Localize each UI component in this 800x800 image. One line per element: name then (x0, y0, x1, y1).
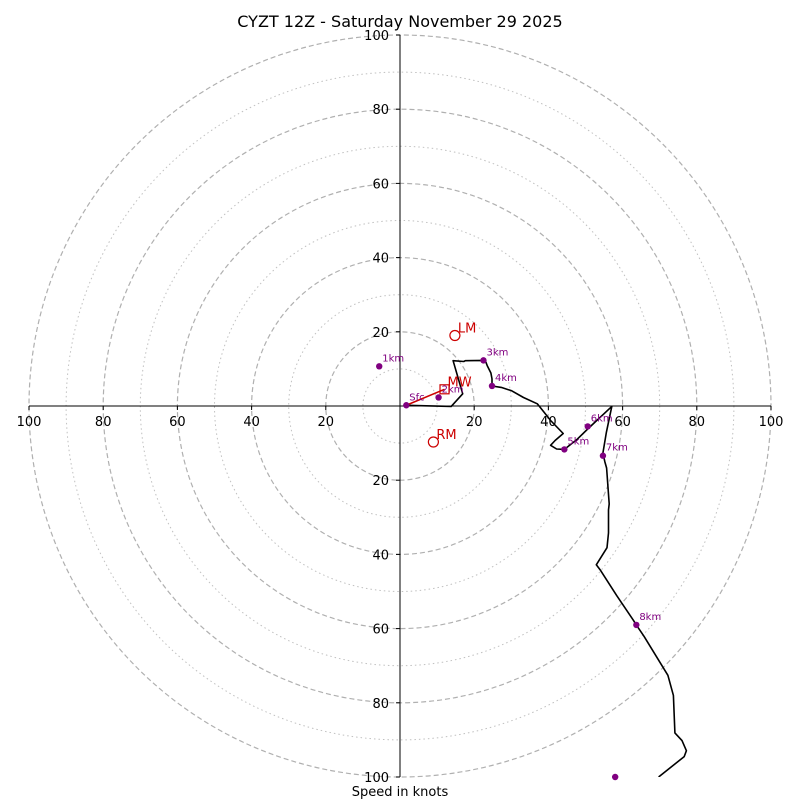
height-marker-label: 5km (567, 436, 589, 447)
x-tick-label: 80 (95, 415, 112, 430)
y-tick-label: 100 (364, 29, 389, 44)
tick-labels: 100 100 80 80 60 60 40 40 20 20 20 20 40 40 60 60 80 80 10… (17, 29, 784, 786)
x-tick-label: 40 (540, 415, 557, 430)
height-marker-point (376, 363, 383, 370)
storm-motion-marker (427, 436, 439, 448)
height-marker-label: 8km (639, 612, 661, 623)
storm-motion-marker (449, 329, 461, 342)
height-marker-point (633, 621, 640, 629)
height-marker-point (480, 357, 487, 364)
storm-motions: LM RM MW (427, 322, 476, 448)
storm-motion-label: MW (448, 375, 472, 390)
x-tick-label: 60 (169, 415, 186, 430)
axes (29, 35, 771, 777)
height-marker-point (435, 394, 442, 401)
y-tick-label: 80 (372, 697, 389, 712)
storm-motion-label: LM (458, 322, 476, 337)
mean-wind-marker (439, 384, 450, 395)
x-tick-label: 100 (17, 415, 42, 430)
height-marker-label: 3km (486, 347, 508, 358)
x-tick-label: 60 (614, 415, 631, 430)
height-marker-label: 6km (591, 413, 613, 424)
height-marker-point (488, 382, 496, 390)
height-marker-label: 4km (495, 373, 517, 384)
y-tick-label: 60 (372, 177, 389, 192)
height-marker-label: 7km (606, 443, 628, 454)
x-axis-label: Speed in knots (352, 785, 449, 800)
x-tick-label: 80 (689, 415, 706, 430)
height-marker-label: Sfc (409, 392, 424, 403)
x-tick-label: 100 (759, 415, 784, 430)
height-marker-point (403, 402, 410, 409)
y-tick-label: 80 (372, 103, 389, 118)
x-tick-label: 40 (243, 415, 260, 430)
y-tick-label: 20 (372, 326, 389, 341)
y-tick-label: 100 (364, 771, 389, 786)
x-tick-label: 20 (466, 415, 483, 430)
height-marker-label: 2km (442, 384, 464, 395)
y-tick-label: 40 (372, 252, 389, 267)
height-marker-point (561, 446, 568, 453)
hodograph-trace (405, 359, 688, 777)
storm-motion-label: RM (436, 428, 456, 443)
height-marker-label: 1km (382, 353, 404, 364)
y-tick-label: 20 (372, 474, 389, 489)
y-tick-label: 40 (372, 548, 389, 563)
x-tick-label: 20 (318, 415, 335, 430)
height-marker-point (599, 452, 607, 459)
height-marker-point (584, 423, 591, 430)
hodograph-line (406, 359, 688, 777)
y-tick-label: 60 (372, 623, 389, 638)
height-marker-point (611, 773, 619, 781)
chart-title: CYZT 12Z - Saturday November 29 2025 (237, 12, 562, 31)
inflow-segment (405, 388, 445, 406)
height-markers: Sfc 1km 2km 3km 4km 5km 6km 7km 8km (376, 347, 661, 781)
